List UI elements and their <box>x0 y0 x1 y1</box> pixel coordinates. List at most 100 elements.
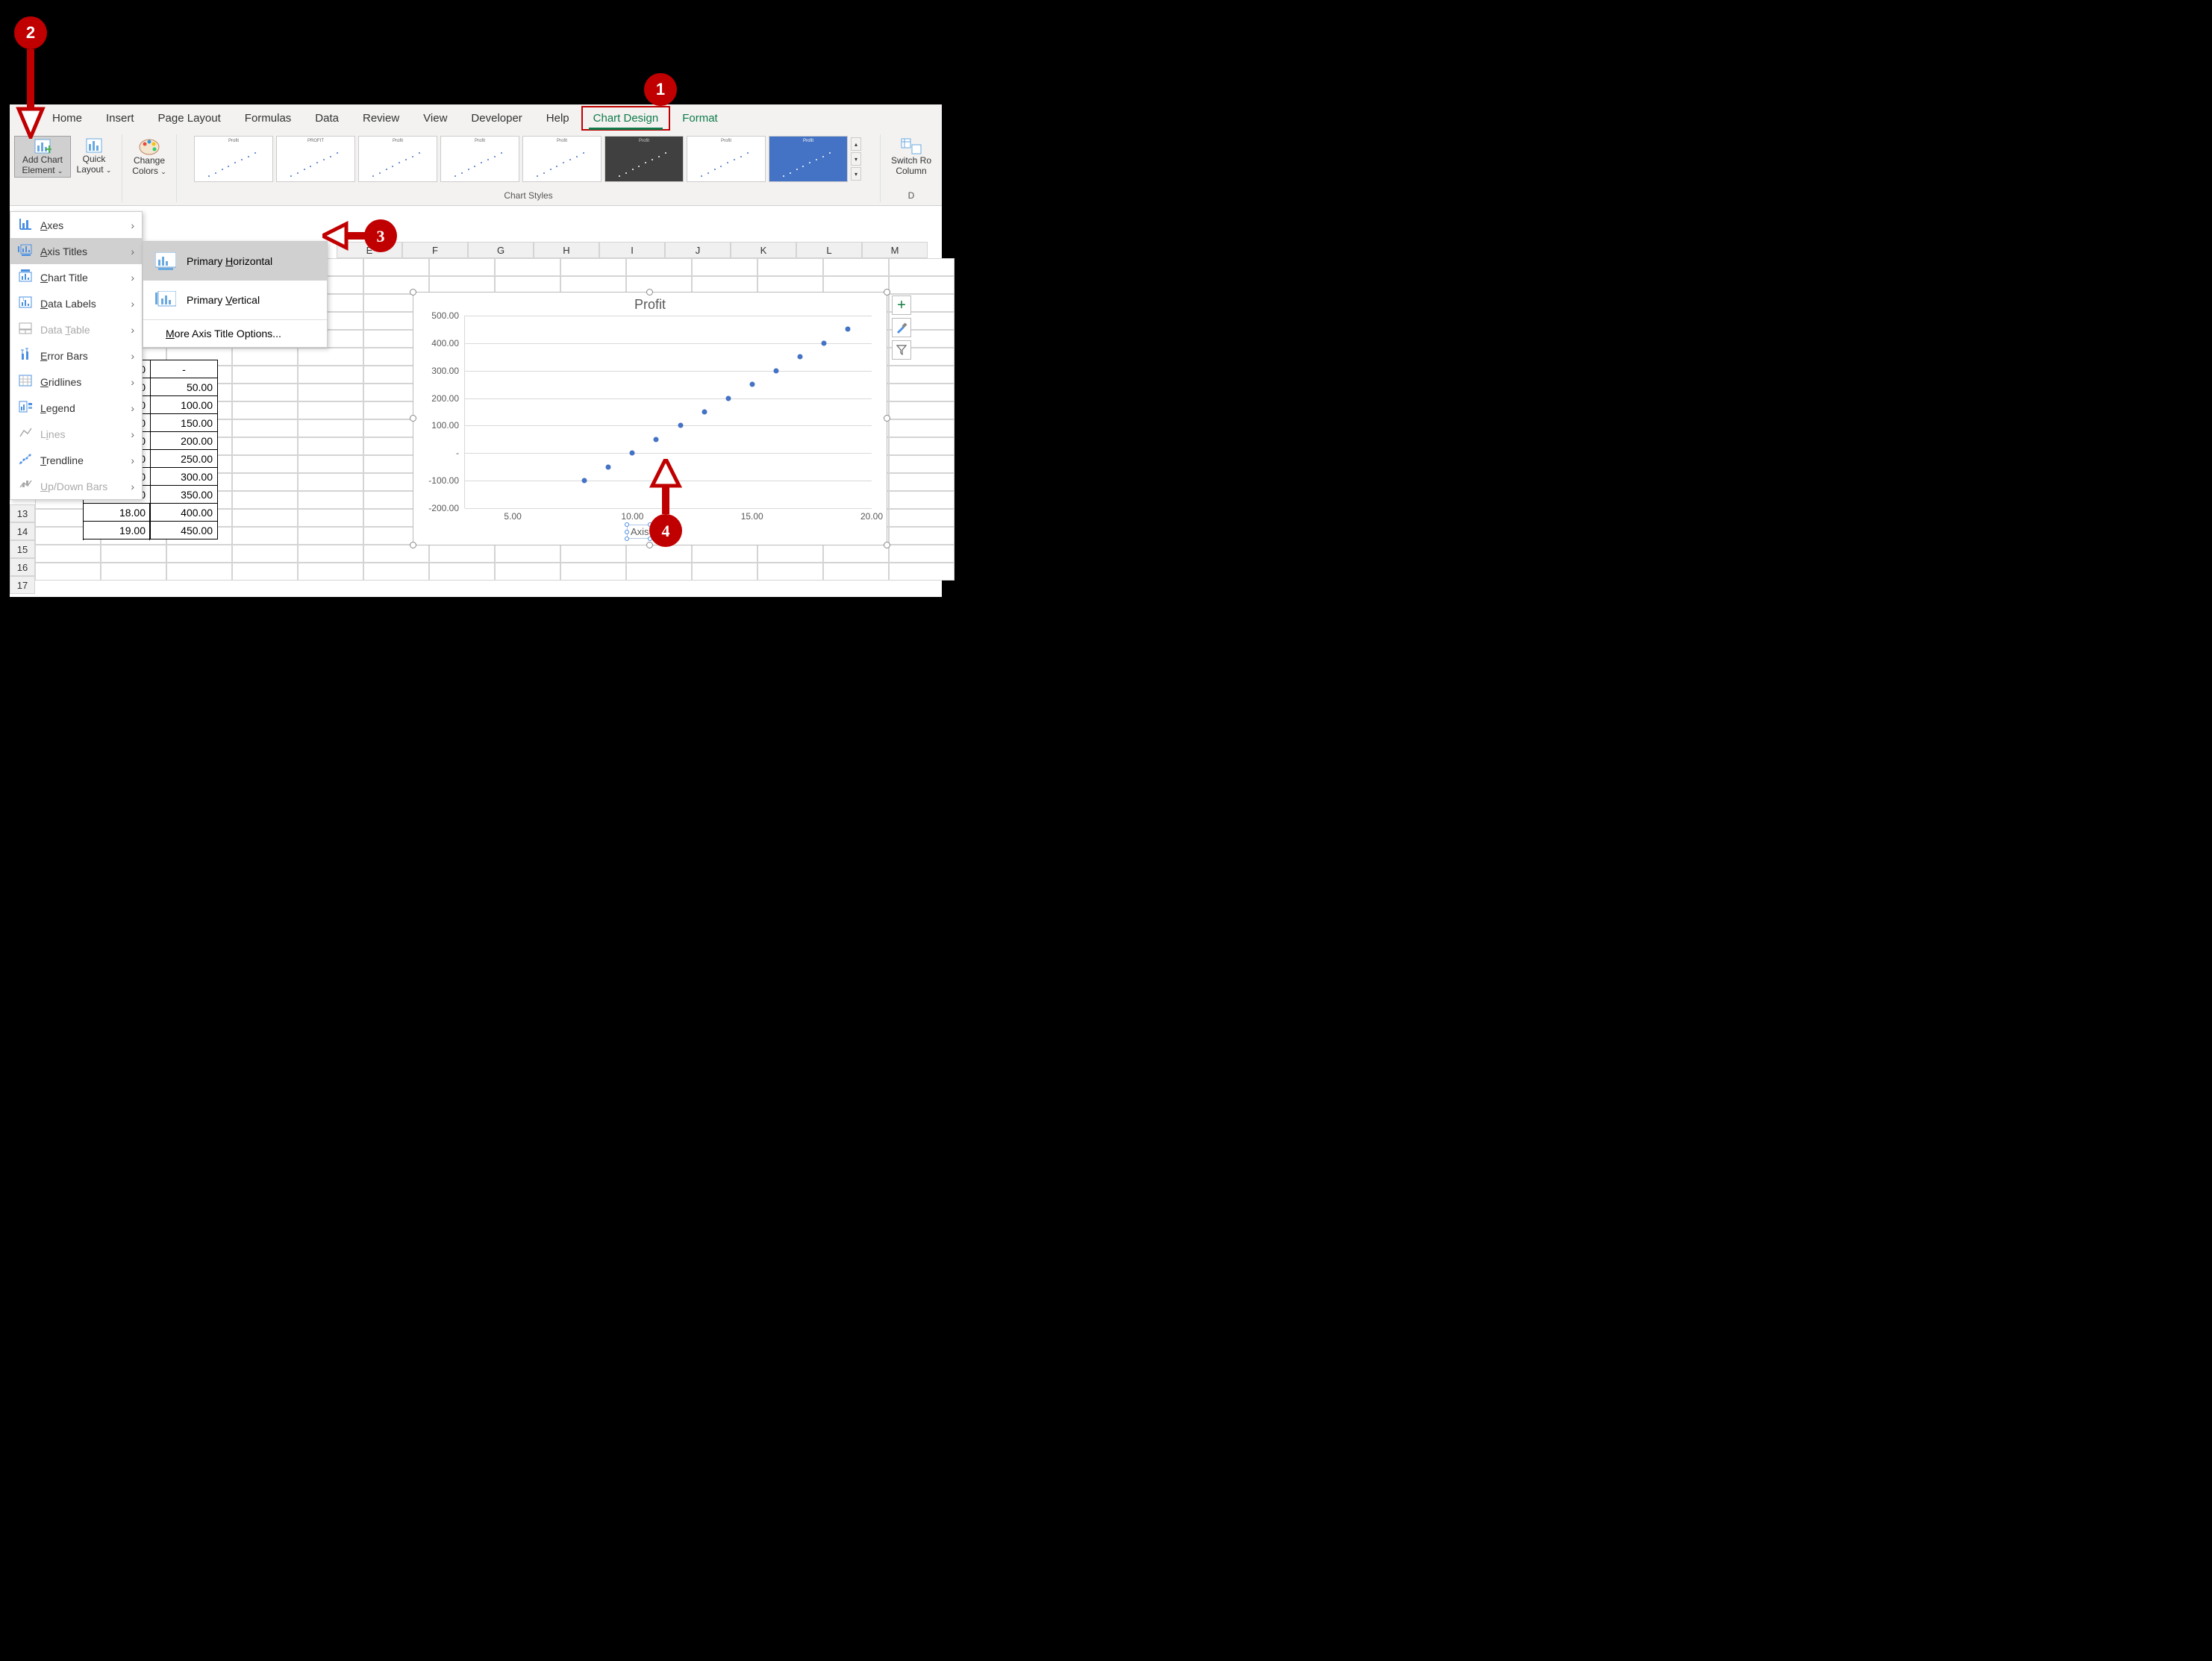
tab-review[interactable]: Review <box>351 106 411 131</box>
table-cell[interactable]: 100.00 <box>151 396 218 414</box>
quick-layout-button[interactable]: QuickLayout ⌄ <box>71 136 117 178</box>
style-nav-down[interactable]: ▾ <box>851 152 861 166</box>
chart-point[interactable] <box>702 410 707 415</box>
tab-formulas[interactable]: Formulas <box>233 106 304 131</box>
menu-legend[interactable]: Legend› <box>10 395 142 421</box>
chart-point[interactable] <box>797 354 802 360</box>
menu-label: Chart Title <box>40 272 88 284</box>
chart-style-4[interactable]: Profit <box>440 136 519 182</box>
chart-style-2[interactable]: PROFIT <box>276 136 355 182</box>
chart-point[interactable] <box>630 451 635 456</box>
chart-point[interactable] <box>773 368 778 373</box>
primary-vertical-item[interactable]: Primary Vertical <box>143 281 327 319</box>
row-header-17[interactable]: 17 <box>10 576 35 594</box>
tab-page-layout[interactable]: Page Layout <box>146 106 233 131</box>
chart-point[interactable] <box>749 382 754 387</box>
col-header-M[interactable]: M <box>862 242 928 258</box>
row-header-13[interactable]: 13 <box>10 504 35 522</box>
tab-view[interactable]: View <box>411 106 459 131</box>
menu-axis-titles[interactable]: Axis Titles› <box>10 238 142 264</box>
col-header-I[interactable]: I <box>599 242 665 258</box>
tab-format[interactable]: Format <box>670 106 730 131</box>
chart-point[interactable] <box>654 437 659 442</box>
chart-style-6[interactable]: Profit <box>604 136 684 182</box>
table-cell[interactable]: 200.00 <box>151 432 218 450</box>
chart-style-7[interactable]: Profit <box>687 136 766 182</box>
table-cell[interactable]: 300.00 <box>151 468 218 486</box>
y-tick-label: 400.00 <box>419 338 459 348</box>
arrow-down-icon <box>14 49 47 139</box>
tab-insert[interactable]: Insert <box>94 106 146 131</box>
col-header-L[interactable]: L <box>796 242 862 258</box>
group-chart-styles: ProfitPROFITProfitProfitProfitProfitProf… <box>177 134 881 202</box>
table-cell[interactable]: 50.00 <box>151 378 218 396</box>
gridlines-icon <box>18 374 33 390</box>
tab-developer[interactable]: Developer <box>459 106 534 131</box>
chevron-right-icon: › <box>131 350 134 362</box>
menu-chart-title[interactable]: Chart Title› <box>10 264 142 290</box>
chart-style-1[interactable]: Profit <box>194 136 273 182</box>
chart-point[interactable] <box>845 327 850 332</box>
chevron-right-icon: › <box>131 481 134 492</box>
chart-title[interactable]: Profit <box>413 293 887 316</box>
col-header-H[interactable]: H <box>534 242 599 258</box>
style-nav-up[interactable]: ▴ <box>851 137 861 151</box>
table-cell[interactable]: - <box>151 360 218 378</box>
menu-label: Data Table <box>40 324 90 336</box>
menu-error-bars[interactable]: Error Bars› <box>10 342 142 369</box>
switch-row-column-button[interactable]: Switch RoColumn <box>885 136 937 178</box>
primary-horizontal-item[interactable]: Primary Horizontal <box>143 242 327 281</box>
menu-label: Data Labels <box>40 298 96 310</box>
menu-label: Gridlines <box>40 376 81 388</box>
group-change-colors: ChangeColors ⌄ x <box>122 134 177 202</box>
row-header-16[interactable]: 16 <box>10 558 35 576</box>
callout-3: 3 <box>322 219 397 257</box>
menu-data-labels[interactable]: 1Data Labels› <box>10 290 142 316</box>
chart-filters-button[interactable] <box>892 340 911 360</box>
row-headers: 1314151617 <box>10 504 35 594</box>
menu-trendline[interactable]: Trendline› <box>10 447 142 473</box>
chart-style-8[interactable]: Profit <box>769 136 848 182</box>
more-axis-title-options[interactable]: More Axis Title Options... <box>143 320 327 347</box>
table-cell[interactable]: 450.00 <box>151 522 218 539</box>
chart-point[interactable] <box>821 340 826 345</box>
row-header-14[interactable]: 14 <box>10 522 35 540</box>
col-header-K[interactable]: K <box>731 242 796 258</box>
chart-point[interactable] <box>725 395 731 401</box>
data-group-label: D <box>908 190 915 201</box>
table-cell[interactable]: 350.00 <box>151 486 218 504</box>
col-header-J[interactable]: J <box>665 242 731 258</box>
chart-point[interactable] <box>606 464 611 469</box>
chart-point[interactable] <box>678 423 683 428</box>
tab-data[interactable]: Data <box>303 106 351 131</box>
callout-2: 2 <box>14 16 47 139</box>
table-cell[interactable]: 400.00 <box>151 504 218 522</box>
menu-axes[interactable]: Axes› <box>10 212 142 238</box>
chart-styles-button[interactable] <box>892 318 911 337</box>
col-header-F[interactable]: F <box>402 242 468 258</box>
col-header-G[interactable]: G <box>468 242 534 258</box>
brush-icon <box>896 322 907 334</box>
table-cell[interactable]: 250.00 <box>151 450 218 468</box>
chart-elements-button[interactable]: + <box>892 295 911 315</box>
tab-help[interactable]: Help <box>534 106 581 131</box>
add-chart-element-button[interactable]: Add ChartElement ⌄ <box>14 136 71 178</box>
menu-gridlines[interactable]: Gridlines› <box>10 369 142 395</box>
chevron-right-icon: › <box>131 428 134 440</box>
column-headers: EFGHIJKLM <box>337 242 928 258</box>
chevron-right-icon: › <box>131 324 134 336</box>
style-nav-more[interactable]: ▾ <box>851 167 861 181</box>
tab-home[interactable]: Home <box>40 106 94 131</box>
chart-style-3[interactable]: Profit <box>358 136 437 182</box>
table-cell[interactable]: 150.00 <box>151 414 218 432</box>
row-header-15[interactable]: 15 <box>10 540 35 558</box>
style-nav: ▴ ▾ ▾ <box>851 137 863 181</box>
excel-window: File Home Insert Page Layout Formulas Da… <box>10 104 942 597</box>
chevron-right-icon: › <box>131 245 134 257</box>
change-colors-button[interactable]: ChangeColors ⌄ <box>127 136 172 178</box>
tab-chart-design[interactable]: Chart Design <box>581 106 671 131</box>
primary-horizontal-label: Primary Horizontal <box>187 255 272 267</box>
chart-style-5[interactable]: Profit <box>522 136 602 182</box>
error-bars-icon <box>18 348 33 363</box>
chart-point[interactable] <box>582 478 587 484</box>
